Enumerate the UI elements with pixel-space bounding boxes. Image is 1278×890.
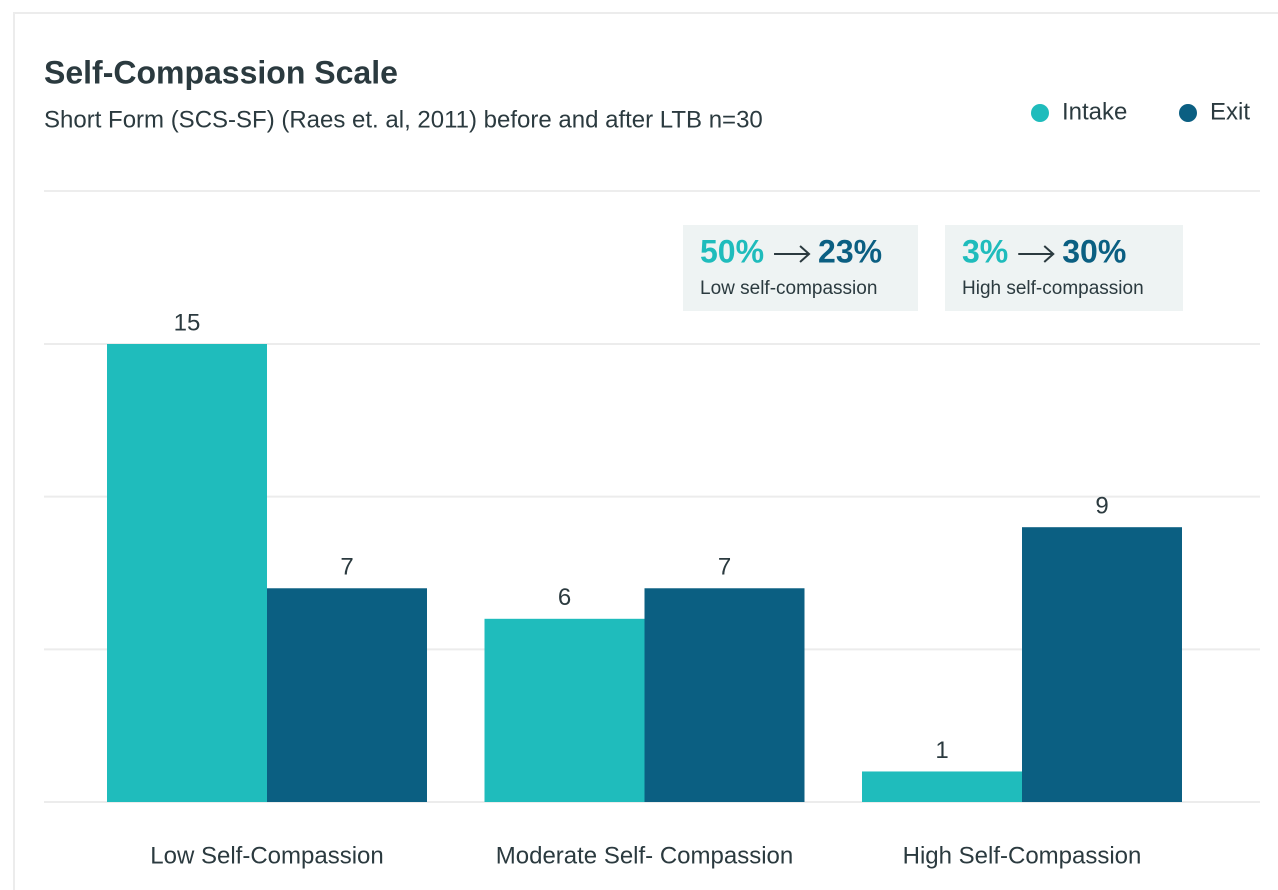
annotation-from: 50% (700, 233, 764, 269)
annotation-label: Low self-compassion (700, 278, 877, 299)
value-label: 9 (1095, 493, 1108, 520)
x-tick-label: Moderate Self- Compassion (496, 842, 793, 869)
x-tick-label: Low Self-Compassion (150, 842, 383, 869)
bar (267, 588, 427, 802)
value-label: 7 (718, 554, 731, 581)
legend-swatch (1031, 104, 1049, 122)
value-label: 15 (174, 309, 201, 336)
value-label: 7 (340, 554, 353, 581)
card-border (13, 12, 1278, 890)
x-tick-label: High Self-Compassion (903, 842, 1142, 869)
chart-subtitle: Short Form (SCS-SF) (Raes et. al, 2011) … (44, 106, 763, 133)
annotation-box (683, 225, 918, 311)
value-label: 1 (935, 737, 948, 764)
bar (107, 344, 267, 802)
legend-label: Intake (1062, 98, 1127, 125)
bar (484, 618, 645, 802)
bar (644, 588, 805, 802)
annotation-label: High self-compassion (962, 278, 1144, 299)
chart-title: Self-Compassion Scale (44, 54, 398, 90)
bar (862, 771, 1022, 802)
value-label: 6 (558, 584, 571, 611)
annotation-arrow (1018, 245, 1055, 263)
legend-swatch (1179, 104, 1197, 122)
annotation-from: 3% (962, 233, 1008, 269)
annotation-arrow (774, 245, 811, 263)
annotation-to: 23% (818, 233, 882, 269)
annotation-box (945, 225, 1183, 311)
legend-label: Exit (1210, 98, 1250, 125)
annotation-to: 30% (1062, 233, 1126, 269)
bar (1022, 527, 1182, 802)
